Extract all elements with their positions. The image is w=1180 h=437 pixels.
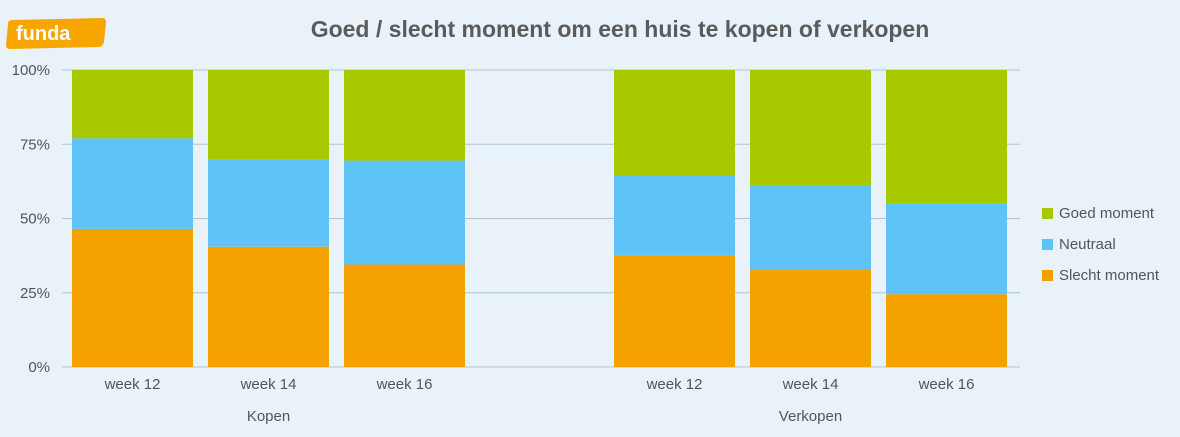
x-tick-label: week 14	[782, 376, 839, 393]
bar-segment-goed-moment	[72, 70, 193, 139]
logo-text: funda	[16, 23, 71, 45]
bar-segment-neutraal	[614, 175, 735, 256]
legend-item: Slecht moment	[1042, 260, 1159, 291]
bar-segment-slecht-moment	[208, 246, 329, 367]
bar-segment-neutraal	[208, 159, 329, 247]
bar-segment-slecht-moment	[72, 228, 193, 367]
legend: Goed moment Neutraal Slecht moment	[1042, 198, 1159, 291]
bar-segment-goed-moment	[614, 70, 735, 176]
x-tick-label: week 14	[240, 376, 297, 393]
legend-item: Goed moment	[1042, 198, 1159, 229]
legend-item: Neutraal	[1042, 229, 1159, 260]
bar-segment-goed-moment	[886, 70, 1007, 204]
legend-swatch	[1042, 208, 1053, 219]
legend-label: Neutraal	[1059, 236, 1116, 253]
y-tick-label: 0%	[28, 359, 50, 376]
bar-segment-neutraal	[344, 160, 465, 265]
legend-swatch	[1042, 270, 1053, 281]
x-tick-label: week 12	[646, 376, 703, 393]
funda-logo: funda	[6, 18, 106, 49]
bar-segment-goed-moment	[344, 70, 465, 161]
x-tick-label: week 16	[376, 376, 433, 393]
bar-segment-slecht-moment	[614, 255, 735, 367]
bar-segment-slecht-moment	[344, 264, 465, 367]
legend-label: Goed moment	[1059, 205, 1155, 222]
legend-swatch	[1042, 239, 1053, 250]
bar-segment-goed-moment	[750, 70, 871, 186]
x-tick-label: week 16	[918, 376, 975, 393]
y-tick-label: 75%	[20, 136, 50, 153]
bar-segment-slecht-moment	[886, 294, 1007, 367]
chart-title: Goed / slecht moment om een huis te kope…	[310, 16, 930, 42]
bar-segment-goed-moment	[208, 70, 329, 160]
bar-segment-neutraal	[886, 203, 1007, 295]
bar-segment-neutraal	[750, 185, 871, 269]
x-tick-label: week 12	[104, 376, 161, 393]
group-label: Kopen	[247, 408, 290, 425]
y-tick-label: 100%	[12, 62, 50, 79]
group-label: Verkopen	[779, 408, 842, 425]
y-tick-label: 25%	[20, 285, 50, 302]
logo-badge	[6, 18, 106, 49]
bar-segment-slecht-moment	[750, 268, 871, 367]
legend-label: Slecht moment	[1059, 267, 1160, 284]
bar-segment-neutraal	[72, 138, 193, 229]
y-tick-label: 50%	[20, 211, 50, 228]
